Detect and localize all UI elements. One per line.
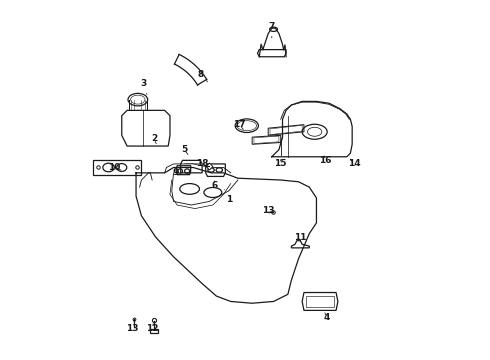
Text: 15: 15 xyxy=(274,159,287,168)
Text: 18: 18 xyxy=(196,159,208,168)
Text: 14: 14 xyxy=(347,159,360,168)
Text: 13: 13 xyxy=(262,206,274,215)
Text: 11: 11 xyxy=(294,233,307,242)
Text: 9: 9 xyxy=(172,168,178,177)
Text: 5: 5 xyxy=(181,145,188,154)
Text: 10: 10 xyxy=(108,163,121,172)
Text: 3: 3 xyxy=(140,79,147,94)
Text: 13: 13 xyxy=(126,320,139,333)
Text: 4: 4 xyxy=(324,313,330,322)
Text: 1: 1 xyxy=(224,190,232,204)
Text: 6: 6 xyxy=(212,181,218,190)
Text: 12: 12 xyxy=(146,324,158,333)
Text: 8: 8 xyxy=(197,70,207,82)
Text: 2: 2 xyxy=(151,134,157,144)
Text: 17: 17 xyxy=(233,120,246,130)
Text: 16: 16 xyxy=(319,156,332,165)
Text: 7: 7 xyxy=(269,22,275,38)
